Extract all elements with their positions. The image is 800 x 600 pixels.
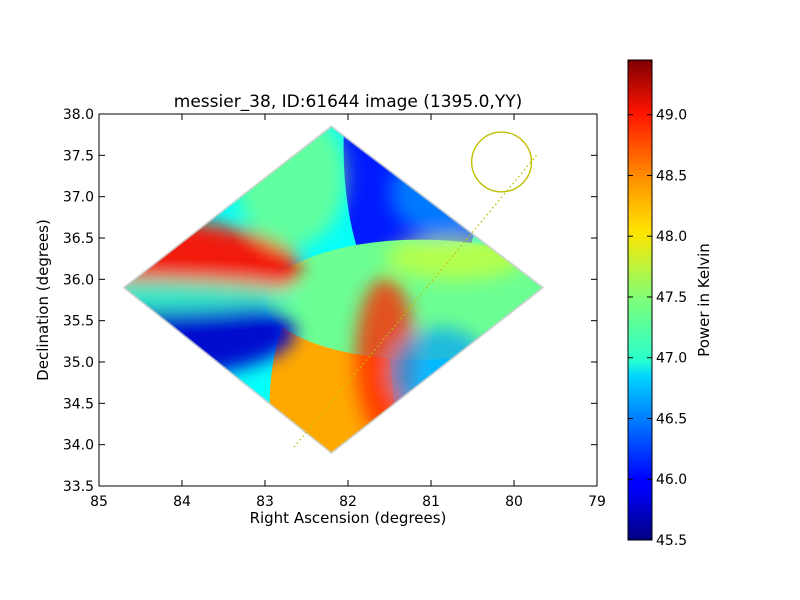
y-tick-label: 35.5 — [63, 314, 94, 330]
y-tick-label: 33.5 — [63, 479, 94, 495]
y-tick-label: 38.0 — [63, 107, 94, 123]
beam-circle — [470, 131, 533, 193]
y-axis-label: Declination (degrees) — [34, 219, 52, 381]
y-tick-label: 35.0 — [63, 355, 94, 371]
y-tick-label: 37.5 — [63, 148, 94, 164]
y-tick-label: 37.0 — [63, 190, 94, 206]
x-tick-label: 83 — [256, 494, 274, 510]
field-edge — [122, 125, 545, 455]
y-tick-label: 34.5 — [63, 396, 94, 412]
colorbar-tick-label: 47.0 — [656, 351, 687, 367]
x-tick-label: 85 — [90, 494, 108, 510]
colorbar-tick-label: 46.5 — [656, 411, 687, 427]
lobe-left-center — [123, 279, 301, 312]
y-tick-label: 34.0 — [63, 438, 94, 454]
colorbar-label: Power in Kelvin — [695, 243, 713, 357]
colorbar-tick-label: 48.5 — [656, 168, 687, 184]
x-tick-label: 79 — [588, 494, 606, 510]
beam-line — [293, 154, 537, 448]
colorbar-tick-label: 45.5 — [656, 533, 687, 549]
x-axis-label: Right Ascension (degrees) — [250, 509, 447, 527]
x-axis: 85 84 83 82 81 80 79 — [90, 114, 606, 510]
colorbar-gradient — [627, 59, 653, 541]
colorbar-ticks: 45.5 46.0 46.5 47.0 47.5 48.0 48.5 49.0 — [628, 108, 687, 549]
x-tick-label: 81 — [422, 494, 440, 510]
colorbar-tick-label: 46.0 — [656, 472, 687, 488]
x-tick-label: 84 — [173, 494, 191, 510]
colorbar-tick-label: 48.0 — [656, 229, 687, 245]
colorbar-tick-label: 49.0 — [656, 108, 687, 124]
y-tick-label: 36.5 — [63, 231, 94, 247]
x-tick-label: 82 — [339, 494, 357, 510]
chart-title: messier_38, ID:61644 image (1395.0,YY) — [174, 92, 522, 112]
y-tick-label: 36.0 — [63, 272, 94, 288]
plot-area: 85 84 83 82 81 80 79 33.534.034.535.035.536.03… — [63, 107, 606, 510]
y-axis: 33.5 34.0 34.5 35.0 35.5 36.0 36.5 37.0 37.5 38.0 — [63, 107, 597, 495]
x-tick-label: 80 — [505, 494, 523, 510]
colorbar-tick-label: 47.5 — [656, 290, 687, 306]
colorbar: 45.5 46.0 46.5 47.0 47.5 48.0 48.5 49.0 Power i… — [627, 59, 713, 549]
